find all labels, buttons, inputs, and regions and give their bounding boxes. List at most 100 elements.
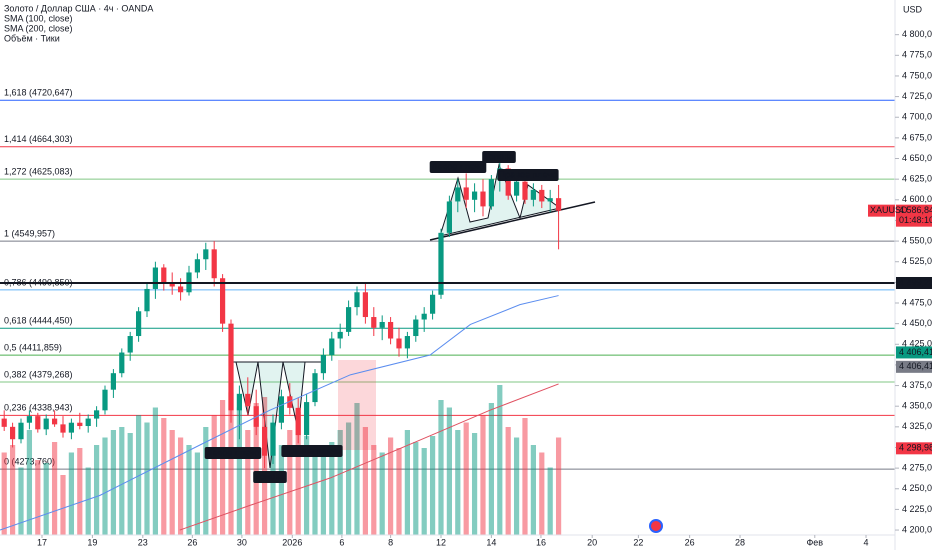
volume-bar [320,448,326,535]
fib-label: 0,382 (4379,268) [4,369,73,379]
candle-body [9,426,16,440]
volume-bar [278,445,284,535]
volume-bar [404,430,410,535]
candle-body [219,278,226,324]
y-tick-label: 4 800,000 [902,29,932,39]
volume-bar [35,460,41,535]
volume-bar [85,467,91,535]
volume-bar [43,463,49,535]
volume-bar [219,400,226,535]
candle-body [93,410,100,419]
x-tick-label: 19 [87,537,97,547]
price-tag-label: 4 298,981 [899,443,932,453]
annotation: Голова [255,471,284,481]
volume-bar [312,445,318,535]
candle-body [152,267,159,289]
y-tick-label: 4 725,000 [902,91,932,101]
volume-bar [135,415,142,535]
candle-body [194,259,200,273]
candle-body [211,249,217,279]
volume-bar [119,427,125,535]
candle-body [228,323,234,411]
price-tag-label: 4 586,845 [899,205,932,215]
candle-body [127,336,133,353]
candle-body [396,338,402,349]
annotation-box [281,445,343,457]
volume-bar [387,437,394,535]
volume-bar [144,422,150,535]
volume-bar [194,452,200,535]
candle-body [261,426,268,456]
candle-body [522,181,528,200]
candle-body [1,418,7,427]
candle-body [505,168,511,196]
volume-bar [9,445,16,535]
volume-bar [161,418,167,535]
candle-body [110,373,117,390]
y-tick-label: 4 650,000 [902,153,932,163]
volume-bar [555,437,562,535]
fib-label: 1,272 (4625,083) [4,166,73,176]
x-tick-label: 26 [685,537,695,547]
x-tick-label: 30 [237,537,247,547]
volume-bar [26,430,33,535]
candle-body [77,422,83,427]
volume-bar [446,407,452,535]
volume-bar [345,422,352,535]
currency: USD [903,4,923,14]
volume-bar [177,437,184,535]
y-tick-label: 4 750,000 [902,70,932,80]
fib-label: 1,618 (4720,647) [4,88,73,98]
price-tag [896,276,932,289]
volume-bar [547,467,553,535]
volume-bar [371,445,377,535]
candle-body [51,418,58,425]
volume-bar [337,430,343,535]
fib-label: 1,414 (4664,303) [4,134,73,144]
candle-body [35,416,41,430]
candle-body [68,422,75,433]
candle-body [371,317,377,328]
annotation-box [204,447,262,459]
candle-body [303,402,310,436]
symbol-tag-label: XAUUSD [870,205,908,215]
fib-label: 0,5 (4411,859) [4,343,62,353]
candle-body [513,181,520,196]
x-tick-label: 6 [339,537,344,547]
x-tick-label: Фев [806,537,823,547]
volume-bar [480,415,486,535]
candle-body [387,321,394,339]
candle-body [480,191,486,207]
candle-body [463,187,469,200]
candle-body [203,249,209,260]
candle-body [177,286,184,293]
event-flag[interactable] [649,519,663,533]
volume-bar [329,442,335,535]
volume-bar [438,400,444,535]
volume-bar [102,437,108,535]
volume-bar [295,412,301,535]
fib-label: 0,618 (4444,450) [4,316,73,326]
candle-body [488,179,494,207]
volume-bar [522,418,528,535]
indicator: Объём · Тики [4,33,60,43]
price-tag-time: 01:48:10 [899,215,932,225]
candle-body [429,294,436,314]
x-tick-label: 23 [138,537,148,547]
candle-body [354,292,360,308]
volume-bar [1,452,7,535]
volume-bar [228,392,234,535]
x-tick-label: 17 [37,537,47,547]
volume-bar [530,445,536,535]
annotation: Правое плечо [499,169,557,179]
y-tick-label: 4 550,000 [902,235,932,245]
annotation-box [429,161,487,173]
header: Золото / Доллар США · 4ч · OANDA SMA (10… [4,3,153,43]
price-tag-label: 4 406,411 [899,361,932,371]
candle-body [555,198,562,211]
price-axis-bg [895,0,932,550]
candle-body [245,393,251,407]
annotation-box [497,169,559,181]
candle-body [312,373,318,403]
